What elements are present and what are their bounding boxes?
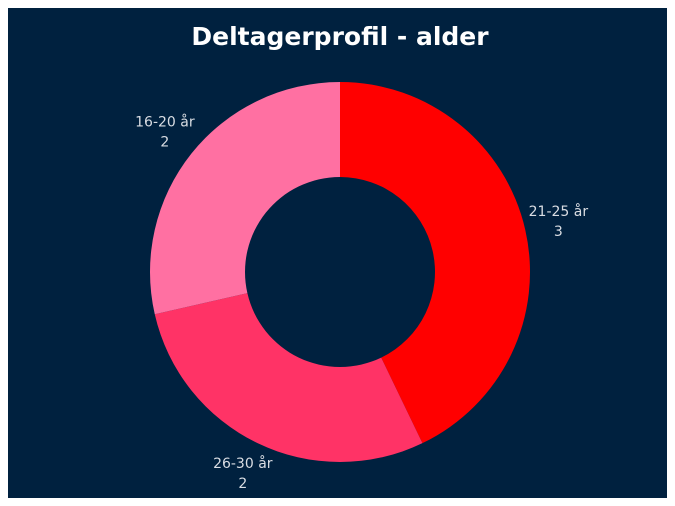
slice-label: 26-30 år [213,455,273,472]
donut-slice [340,82,531,444]
slice-value: 3 [554,224,563,240]
slice-value: 2 [160,134,169,150]
chart-title: Deltagerprofil - alder [191,22,489,51]
donut-slice [154,293,423,462]
slice-label: 21-25 år [529,203,589,220]
slice-value: 2 [238,476,247,492]
slice-label: 16-20 år [135,113,195,130]
donut-slice [150,82,340,315]
